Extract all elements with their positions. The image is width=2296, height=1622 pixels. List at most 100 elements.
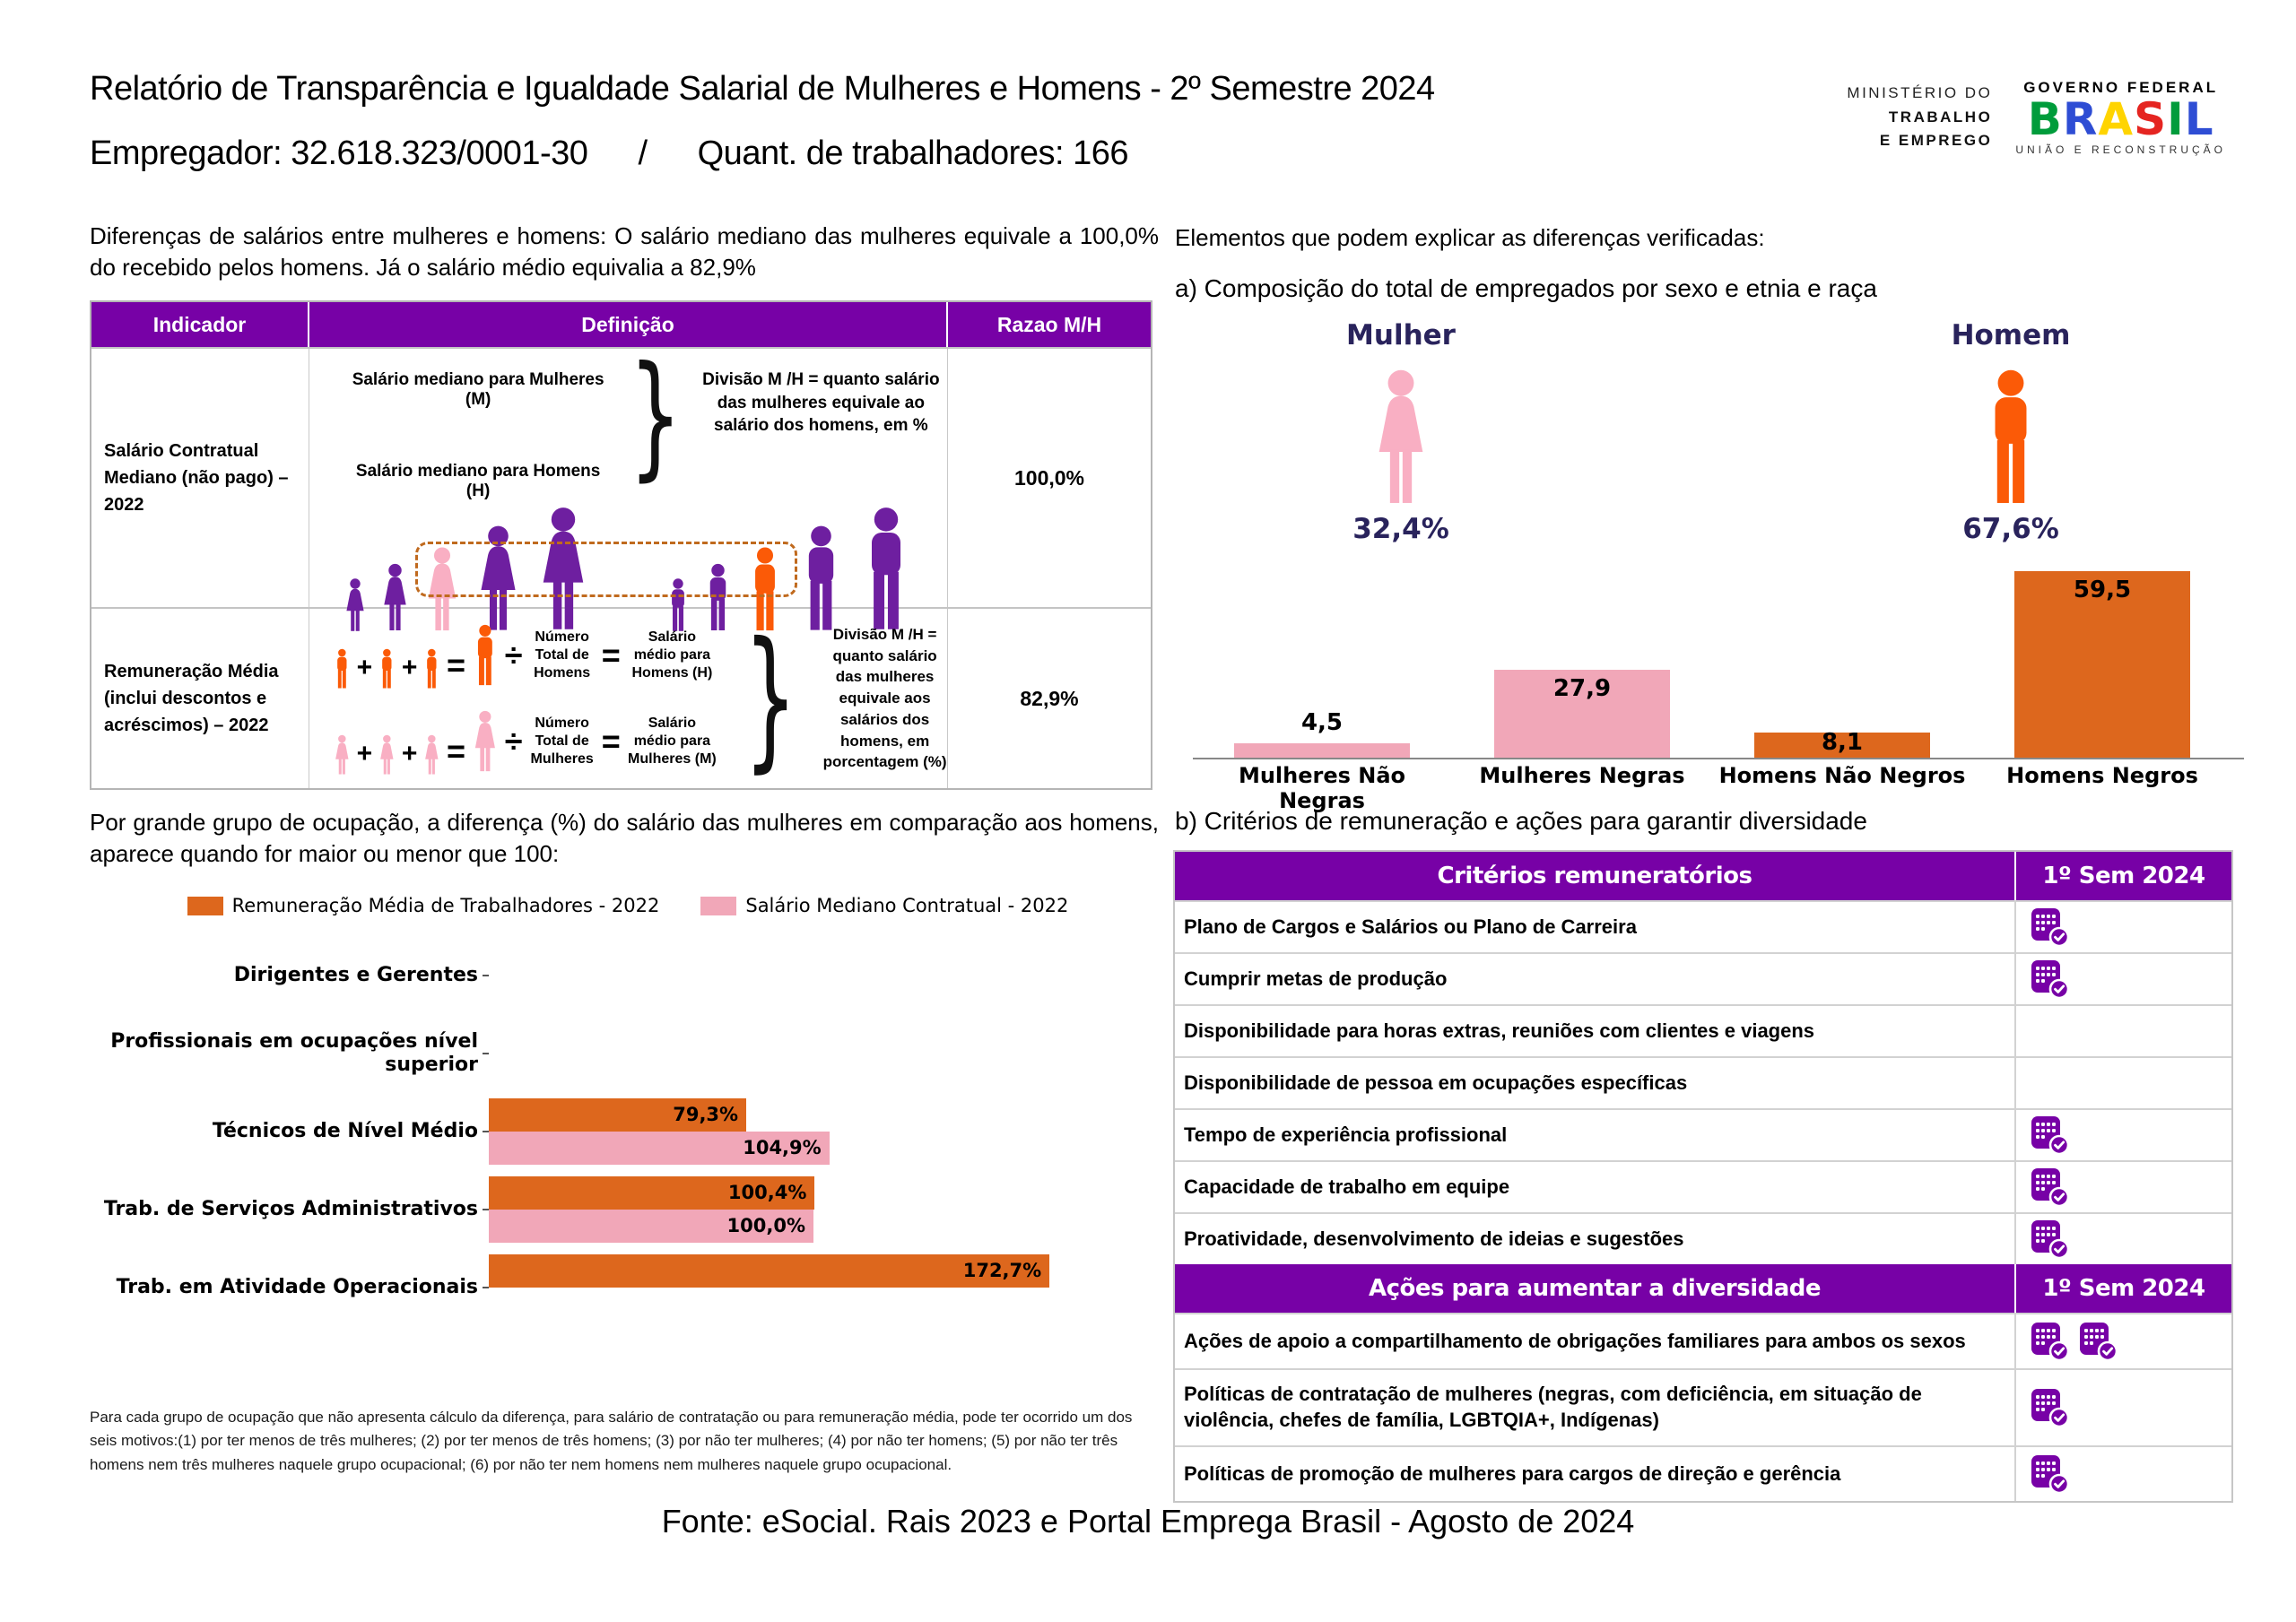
- criteria-status: [2016, 1370, 2231, 1445]
- man-icon: [427, 648, 437, 689]
- criteria-label: Proatividade, desenvolvimento de ideias …: [1175, 1214, 2016, 1264]
- bar-value-label: 59,5: [2073, 576, 2132, 603]
- government-logo: MINISTÉRIO DO TRABALHO E EMPREGO GOVERNO…: [1847, 79, 2226, 156]
- legend-label: Salário Mediano Contratual - 2022: [745, 895, 1069, 916]
- man-icon: [1912, 369, 2109, 506]
- razao-value: 82,9%: [1020, 686, 1079, 710]
- division-note: Divisão M /H = quanto salário das mulher…: [822, 625, 947, 771]
- criteria-status: [2016, 1314, 2231, 1368]
- man-icon: [808, 525, 833, 630]
- woman-icon: [425, 734, 439, 775]
- occupation-row: Dirigentes e Gerentes: [90, 936, 1166, 1014]
- approved-check-icon: [2031, 908, 2070, 948]
- approved-check-icon: [2031, 1168, 2070, 1208]
- criteria-table-header: Critérios remuneratórios 1º Sem 2024: [1175, 852, 2231, 900]
- criteria-row: Tempo de experiência profissional: [1175, 1108, 2231, 1160]
- woman-icon: [383, 563, 406, 631]
- homem-label: Homem: [1951, 319, 2071, 351]
- plus-sign: +: [401, 739, 418, 768]
- median-women-label: Salário mediano para Mulheres (M): [352, 370, 604, 409]
- occ-bar-mediano: 104,9%: [489, 1131, 830, 1165]
- bar-value-label: 27,9: [1552, 675, 1612, 703]
- mulher-percentage: 32,4%: [1352, 513, 1449, 545]
- total-label: Número Total de Homens: [534, 629, 591, 681]
- criteria-status: [2016, 954, 2231, 1004]
- indicator-table-header: Indicador Definição Razao M/H: [91, 302, 1151, 347]
- equals-sign: =: [601, 723, 621, 759]
- criteria-row: Proatividade, desenvolvimento de ideias …: [1175, 1212, 2231, 1264]
- plus-sign: +: [401, 653, 418, 682]
- criteria-row: Cumprir metas de produção: [1175, 952, 2231, 1004]
- occupation-legend: Remuneração Média de Trabalhadores - 202…: [90, 895, 1166, 916]
- acoes-table-header: Ações para aumentar a diversidade 1º Sem…: [1175, 1264, 2231, 1313]
- bar-category-label: Mulheres Não Negras: [1238, 763, 1406, 813]
- bar-category-label: Mulheres Negras: [1479, 763, 1685, 788]
- occupation-row: Trab. em Atividade Operacionais 172,7%: [90, 1248, 1166, 1326]
- brace-glyph: }: [744, 610, 797, 787]
- brace-glyph: }: [629, 338, 683, 494]
- equals-sign: =: [601, 637, 621, 673]
- legend-swatch: [700, 896, 737, 915]
- approved-check-icon: [2080, 1323, 2118, 1362]
- women-average-equation: + + = ÷ Número Total de Mulheres = Salário …: [333, 703, 718, 780]
- criteria-label: Políticas de promoção de mulheres para c…: [1175, 1447, 2016, 1501]
- criteria-label: Disponibilidade de pessoa em ocupações e…: [1175, 1058, 2016, 1108]
- woman-icon: [480, 525, 516, 630]
- criteria-row: Disponibilidade de pessoa em ocupações e…: [1175, 1056, 2231, 1108]
- axis-tick: [483, 1286, 489, 1288]
- workers-count: Quant. de trabalhadores: 166: [697, 134, 1129, 172]
- criteria-status: [2016, 902, 2231, 952]
- median-highlight-box: [414, 542, 797, 597]
- woman-icon: [1302, 369, 1500, 506]
- composition-bar-chart: 4,5 27,9 8,1 59,5: [1193, 563, 2244, 759]
- composition-subheading: a) Composição do total de empregados por…: [1175, 274, 1877, 302]
- woman-icon: [474, 710, 495, 772]
- plus-sign: +: [356, 739, 373, 768]
- criteria-label: Políticas de contratação de mulheres (ne…: [1175, 1370, 2016, 1445]
- criteria-row: Ações de apoio a compartilhamento de obr…: [1175, 1313, 2231, 1368]
- criteria-status: [2016, 1058, 2231, 1108]
- criteria-label: Cumprir metas de produção: [1175, 954, 2016, 1004]
- criteria-label: Ações de apoio a compartilhamento de obr…: [1175, 1314, 2016, 1368]
- approved-check-icon: [2031, 1389, 2070, 1428]
- occ-bar-value: 100,0%: [726, 1214, 805, 1236]
- occ-bar-value: 172,7%: [962, 1259, 1042, 1281]
- woman-icon: [335, 734, 349, 775]
- brasil-logo: GOVERNO FEDERAL BRASIL UNIÃO E RECONSTRU…: [2015, 79, 2226, 156]
- brasil-wordmark: BRASIL: [2027, 93, 2214, 145]
- man-icon: [671, 578, 684, 631]
- definition-cell: Salário mediano para Mulheres (M) Salári…: [309, 338, 948, 631]
- period-header: 1º Sem 2024: [2042, 863, 2205, 889]
- occupation-intro: Por grande grupo de ocupação, a diferenç…: [90, 809, 1159, 868]
- occ-bar-media: 100,4%: [489, 1175, 815, 1210]
- median-man-icon: [754, 547, 775, 631]
- indicator-table: Indicador Definição Razao M/H Salário Co…: [90, 300, 1152, 790]
- criteria-label: Plano de Cargos e Salários ou Plano de C…: [1175, 902, 2016, 952]
- period-header: 1º Sem 2024: [2042, 1275, 2205, 1302]
- approved-check-icon: [2031, 1323, 2070, 1362]
- bar-value-label: 4,5: [1300, 709, 1344, 737]
- result-label: Salário médio para Homens (H): [631, 629, 713, 681]
- legend-label: Remuneração Média de Trabalhadores - 202…: [231, 895, 660, 916]
- man-icon: [477, 624, 492, 686]
- bar-2: [1754, 732, 1930, 758]
- occupation-row: Técnicos de Nível Médio 79,3% 104,9%: [90, 1092, 1166, 1170]
- criteria-status: [2016, 1006, 2231, 1056]
- separator: /: [638, 134, 648, 172]
- woman-icon: [345, 578, 364, 631]
- elements-heading: Elementos que podem explicar as diferenç…: [1175, 224, 1765, 251]
- criteria-row: Capacidade de trabalho em equipe: [1175, 1160, 2231, 1212]
- man-icon: [337, 648, 347, 689]
- criteria-row: Disponibilidade para horas extras, reuni…: [1175, 1004, 2231, 1056]
- occ-bar-value: 79,3%: [673, 1103, 739, 1125]
- approved-check-icon: [2031, 1220, 2070, 1260]
- occupation-label: Trab. de Serviços Administrativos: [103, 1197, 478, 1220]
- bar-3: [2014, 570, 2190, 758]
- col-razao: Razao M/H: [948, 302, 1151, 347]
- occupation-label: Técnicos de Nível Médio: [212, 1119, 478, 1142]
- axis-tick: [483, 1052, 489, 1054]
- woman-icon: [380, 734, 394, 775]
- axis-tick: [483, 1208, 489, 1210]
- criteria-status: [2016, 1214, 2231, 1264]
- criterios-header: Critérios remuneratórios: [1175, 852, 2016, 900]
